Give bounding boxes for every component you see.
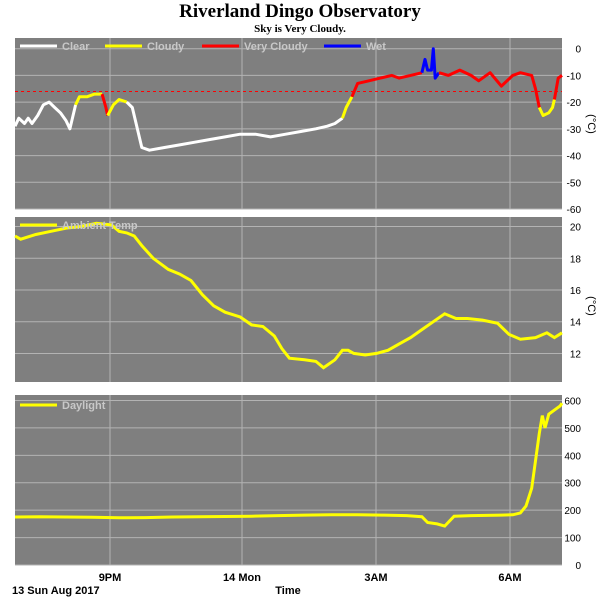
- ambient-ytick-label: 12: [570, 349, 582, 360]
- x-tick-label: 9PM: [99, 572, 122, 584]
- sky-segment-wet: [420, 47, 441, 80]
- sky-ytick-label: -50: [567, 178, 582, 189]
- ambient-ytick-label: 20: [570, 223, 582, 234]
- daylight-ytick-label: 400: [564, 451, 581, 462]
- legend-very-cloudy-label: Very Cloudy: [244, 41, 308, 53]
- sky-ytick-label: -30: [567, 125, 582, 136]
- legend-wet-label: Wet: [366, 41, 386, 53]
- daylight-legend: Daylight: [20, 400, 106, 412]
- ambient-panel: [15, 217, 562, 382]
- x-axis-label: Time: [275, 585, 300, 597]
- daylight-ytick-label: 200: [564, 506, 581, 517]
- daylight-y-ticks: 0 100 200 300 400 500 600: [564, 396, 581, 572]
- ambient-y-ticks: 12 14 16 18 20: [570, 223, 582, 361]
- daylight-ytick-label: 500: [564, 424, 581, 435]
- legend-ambient-label: Ambient Temp: [62, 220, 138, 232]
- sky-y-axis-label: (°C): [585, 114, 597, 134]
- sky-segment-very-cloudy: [350, 71, 423, 98]
- ambient-grid: [15, 217, 562, 382]
- sky-ytick-label: -60: [567, 205, 582, 216]
- daylight-ytick-label: 100: [564, 534, 581, 545]
- sky-segment-clear: [13, 100, 78, 131]
- chart-subtitle: Sky is Very Cloudy.: [254, 23, 346, 35]
- legend-daylight-label: Daylight: [62, 400, 106, 412]
- legend-clear-label: Clear: [62, 41, 90, 53]
- sky-y-ticks: 0 -10 -20 -30 -40 -50 -60: [567, 45, 582, 216]
- ambient-temp-series: [14, 221, 563, 370]
- sky-segment-very-cloudy: [100, 93, 110, 116]
- sky-ytick-label: -10: [567, 71, 582, 82]
- sky-legend: Clear Cloudy Very Cloudy Wet: [20, 41, 386, 53]
- daylight-grid: [15, 395, 562, 566]
- sky-segment-very-cloudy: [552, 74, 563, 100]
- daylight-ytick-label: 0: [575, 561, 581, 572]
- ambient-ytick-label: 14: [570, 318, 582, 329]
- ambient-legend: Ambient Temp: [20, 220, 138, 232]
- x-axis-ticks: 9PM 14 Mon 3AM 6AM: [99, 572, 522, 584]
- daylight-series: [14, 402, 564, 528]
- sky-series: [13, 47, 563, 152]
- sky-ytick-label: 0: [575, 45, 581, 56]
- sky-panel: [15, 38, 562, 209]
- sky-ytick-label: -40: [567, 152, 582, 163]
- sky-grid: [15, 38, 562, 210]
- sky-ytick-label: -20: [567, 98, 582, 109]
- ambient-ytick-label: 18: [570, 254, 582, 265]
- chart-title: Riverland Dingo Observatory: [179, 1, 421, 22]
- sky-segment-cloudy: [74, 92, 103, 106]
- daylight-ytick-label: 300: [564, 479, 581, 490]
- x-tick-label: 3AM: [364, 572, 387, 584]
- sky-segment-clear: [125, 101, 344, 152]
- sky-segment-cloudy: [106, 98, 128, 117]
- ambient-y-axis-label: (°C): [585, 296, 597, 316]
- sky-segment-cloudy: [537, 99, 556, 117]
- sky-segment-very-cloudy: [438, 68, 541, 108]
- daylight-panel: [15, 395, 562, 565]
- daylight-ytick-label: 600: [564, 396, 581, 407]
- x-tick-label: 14 Mon: [223, 572, 261, 584]
- legend-cloudy-label: Cloudy: [147, 41, 185, 53]
- sky-segment-cloudy: [340, 96, 354, 119]
- x-axis-start-label: 13 Sun Aug 2017: [12, 585, 100, 597]
- x-tick-label: 6AM: [498, 572, 521, 584]
- ambient-ytick-label: 16: [570, 286, 582, 297]
